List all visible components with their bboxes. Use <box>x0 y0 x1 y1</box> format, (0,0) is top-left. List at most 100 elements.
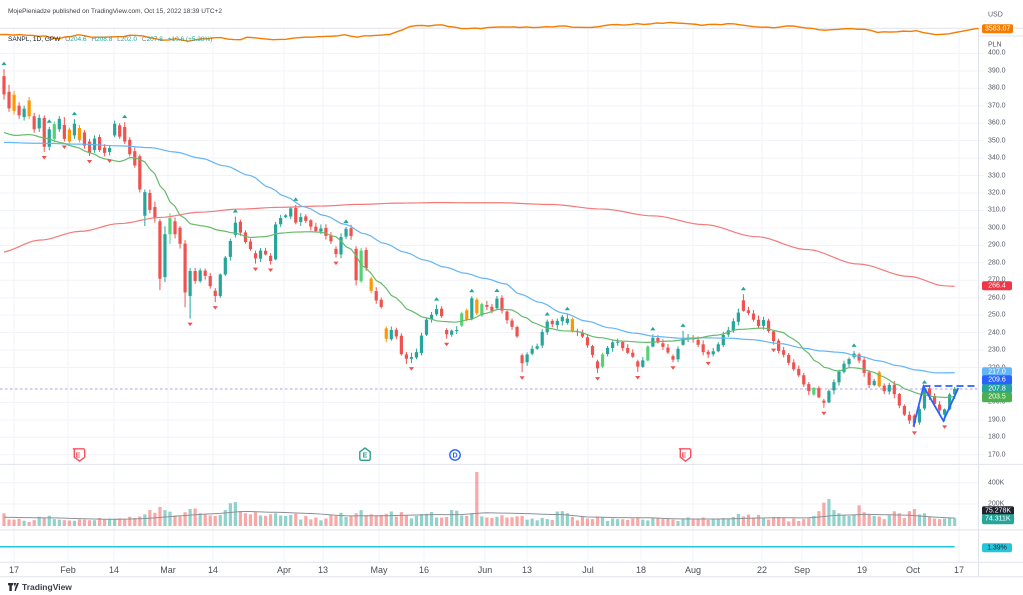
candle-body[interactable] <box>611 342 615 348</box>
candle-body[interactable] <box>721 334 725 346</box>
candle-body[interactable] <box>771 331 776 342</box>
candle-body[interactable] <box>258 250 263 259</box>
candle-body[interactable] <box>530 348 534 354</box>
candle-body[interactable] <box>706 351 710 355</box>
candle-body[interactable] <box>450 330 454 335</box>
drawings[interactable] <box>912 384 979 427</box>
candle-body[interactable] <box>832 382 836 391</box>
candle-body[interactable] <box>953 388 957 395</box>
axis-badge-percent-last[interactable]: 1.39% <box>982 542 1012 553</box>
candle-body[interactable] <box>47 129 51 147</box>
trend-zigzag-drawing[interactable] <box>912 384 960 427</box>
candle-body[interactable] <box>480 304 484 316</box>
axis-badge-volume-ma-last[interactable]: 75.278K <box>982 506 1015 516</box>
candle-body[interactable] <box>590 346 595 355</box>
candle-body[interactable] <box>766 320 771 332</box>
candle-body[interactable] <box>595 361 600 369</box>
candle-body[interactable] <box>414 352 419 358</box>
candle-body[interactable] <box>108 147 112 152</box>
candle-body[interactable] <box>304 216 308 221</box>
candle-body[interactable] <box>42 117 46 147</box>
candle-body[interactable] <box>475 299 479 314</box>
candle-body[interactable] <box>138 156 142 190</box>
candle-body[interactable] <box>148 193 152 210</box>
candle-body[interactable] <box>233 222 237 235</box>
candle-body[interactable] <box>927 388 932 396</box>
candle-body[interactable] <box>460 313 464 326</box>
candle-body[interactable] <box>329 235 333 242</box>
candle-body[interactable] <box>97 136 102 151</box>
tradingview-watermark[interactable]: TradingView <box>8 582 72 592</box>
candle-body[interactable] <box>525 354 529 363</box>
candle-body[interactable] <box>490 306 494 311</box>
candle-body[interactable] <box>87 141 92 154</box>
candle-body[interactable] <box>32 116 36 130</box>
candle-body[interactable] <box>113 123 117 136</box>
candle-body[interactable] <box>203 270 207 276</box>
candle-body[interactable] <box>902 406 906 415</box>
candle-body[interactable] <box>268 255 273 262</box>
candle-body[interactable] <box>671 356 675 360</box>
candle-body[interactable] <box>626 347 630 353</box>
candle-body[interactable] <box>505 311 509 321</box>
candle-body[interactable] <box>756 319 761 326</box>
candle-body[interactable] <box>263 250 268 255</box>
candle-body[interactable] <box>27 100 31 117</box>
candle-body[interactable] <box>299 217 303 222</box>
candle-body[interactable] <box>339 236 343 255</box>
candle-body[interactable] <box>354 248 358 281</box>
candle-body[interactable] <box>103 147 107 153</box>
candle-body[interactable] <box>314 226 318 232</box>
candle-body[interactable] <box>419 335 424 354</box>
candle-body[interactable] <box>847 358 851 365</box>
candle-body[interactable] <box>656 338 660 343</box>
candle-body[interactable] <box>284 215 288 218</box>
event-icon-earnings-miss[interactable]: E <box>72 448 86 462</box>
candle-body[interactable] <box>440 308 444 317</box>
candle-body[interactable] <box>123 127 127 142</box>
candle-body[interactable] <box>178 227 182 244</box>
candle-body[interactable] <box>364 250 368 269</box>
candle-body[interactable] <box>736 312 740 322</box>
candle-body[interactable] <box>248 241 253 250</box>
candle-body[interactable] <box>827 391 831 403</box>
candle-body[interactable] <box>787 354 791 363</box>
event-icon-earnings-miss[interactable]: E <box>678 448 692 462</box>
candle-body[interactable] <box>661 343 665 347</box>
candle-body[interactable] <box>309 220 313 227</box>
candle-body[interactable] <box>545 321 549 333</box>
candle-body[interactable] <box>943 409 947 415</box>
candle-body[interactable] <box>319 228 323 232</box>
candle-body[interactable] <box>892 384 896 395</box>
candle-body[interactable] <box>621 342 625 349</box>
candle-body[interactable] <box>812 387 816 395</box>
candle-body[interactable] <box>183 243 187 293</box>
candle-body[interactable] <box>932 395 937 404</box>
candle-body[interactable] <box>857 354 861 361</box>
candle-body[interactable] <box>731 321 735 331</box>
candle-body[interactable] <box>37 117 41 129</box>
candle-body[interactable] <box>77 128 82 140</box>
candle-body[interactable] <box>374 291 378 301</box>
candle-body[interactable] <box>384 328 388 339</box>
candle-body[interactable] <box>445 329 449 335</box>
candle-body[interactable] <box>455 329 459 331</box>
candle-body[interactable] <box>837 371 841 383</box>
candle-body[interactable] <box>510 320 514 327</box>
candle-body[interactable] <box>922 388 927 409</box>
axis-badge-ma20-last[interactable]: 203.5 <box>982 392 1012 402</box>
candle-body[interactable] <box>822 400 826 403</box>
candle-body[interactable] <box>616 341 620 343</box>
axis-badge-drawing-level[interactable]: 209.6 <box>982 375 1012 385</box>
candle-body[interactable] <box>118 125 122 137</box>
candle-body[interactable] <box>751 313 756 320</box>
candle-body[interactable] <box>877 372 881 387</box>
candle-body[interactable] <box>7 91 11 109</box>
candle-body[interactable] <box>746 310 751 314</box>
candle-body[interactable] <box>82 132 87 146</box>
candle-body[interactable] <box>666 347 670 353</box>
candle-body[interactable] <box>143 192 147 216</box>
candle-body[interactable] <box>701 344 705 353</box>
